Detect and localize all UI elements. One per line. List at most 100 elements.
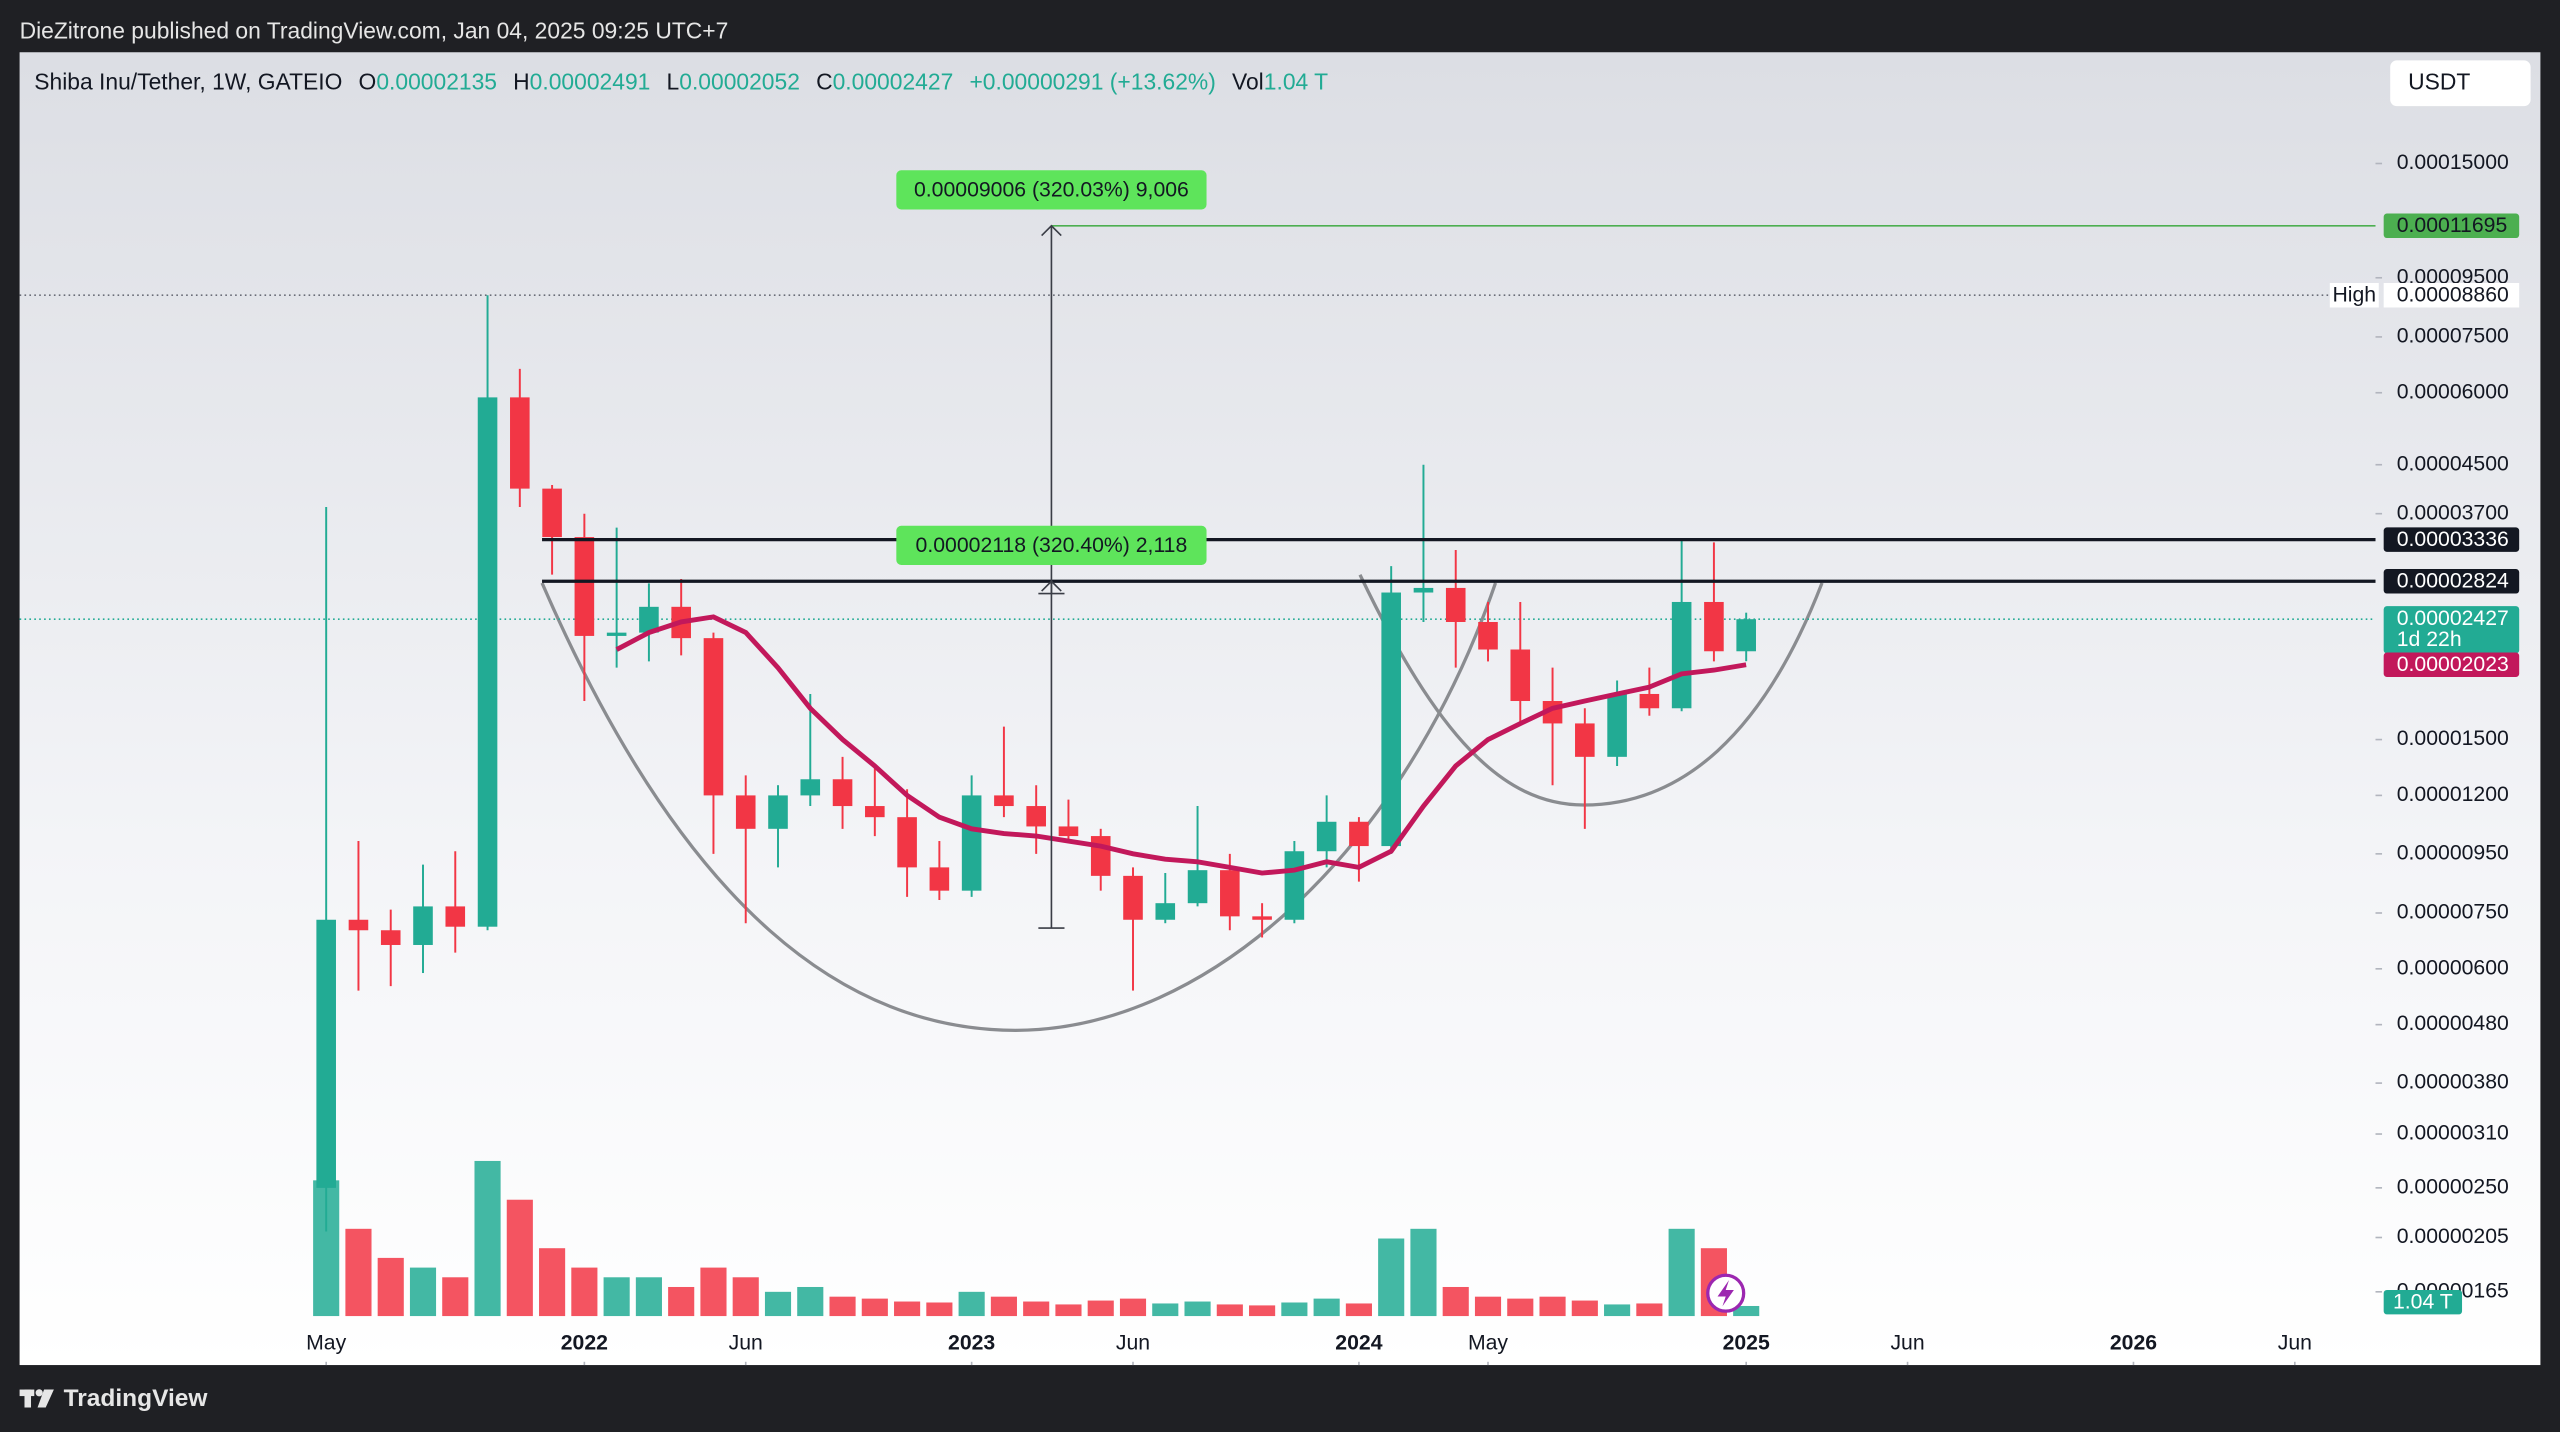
volume-bar [1378, 1238, 1405, 1317]
candle-body [1026, 806, 1046, 827]
y-tick-label: 0.00000310 [2397, 1122, 2509, 1145]
high-value: 0.00008860 [2397, 284, 2509, 307]
legend-label: L [667, 68, 680, 94]
moving-average [615, 614, 1747, 876]
high-name: High [2332, 284, 2376, 307]
volume-bar [829, 1296, 856, 1317]
x-tick-label: Jun [1890, 1331, 1924, 1354]
x-tick-label: 2026 [2110, 1331, 2157, 1354]
x-tick-label: 2025 [1723, 1331, 1770, 1354]
legend-label: H [513, 68, 529, 94]
candle-body [1478, 621, 1498, 650]
volume-bar [1410, 1228, 1437, 1317]
symbol: Shiba Inu/Tether, 1W, GATEIO [34, 68, 342, 94]
candle-body [1187, 870, 1208, 904]
cup-drawing [540, 582, 1498, 1032]
volume-bar [894, 1301, 921, 1317]
y-tick-label: 0.00004500 [2397, 452, 2509, 475]
y-tick-label: 0.00000380 [2397, 1071, 2509, 1094]
volume-bar [1313, 1298, 1340, 1317]
price-badge-label: 0.00011695 [2397, 214, 2508, 237]
currency-label[interactable]: USDT [2408, 68, 2470, 94]
candle-body [510, 397, 530, 489]
x-tick-label: Jun [2278, 1331, 2312, 1354]
volume-bar [1119, 1298, 1147, 1317]
measure-arrow [1038, 580, 1065, 929]
candle-body [606, 632, 627, 636]
candle-body [316, 919, 336, 1188]
volume-bar [1474, 1296, 1502, 1317]
legend-change: +0.00000291 (+13.62%) [969, 68, 1215, 94]
price-badge [2383, 569, 2520, 594]
candle-body [832, 779, 853, 807]
volume-bar [1087, 1300, 1114, 1317]
x-tick-label: 2023 [948, 1331, 995, 1354]
candle-body [1639, 693, 1660, 709]
candle-body [1607, 693, 1627, 757]
candle-body [574, 537, 595, 636]
x-tick-label: 2024 [1335, 1331, 1382, 1354]
volume-bar [1539, 1296, 1566, 1317]
measure-badge [896, 170, 1207, 210]
measure-label: 0.00009006 (320.03%) 9,006 [914, 178, 1189, 201]
candle-body [445, 906, 466, 927]
measure-badge [896, 525, 1207, 565]
candle-body [1058, 826, 1079, 837]
volume-value: 1.04 T [2393, 1291, 2453, 1314]
volume-bar [635, 1277, 662, 1317]
volume-bar [668, 1286, 695, 1317]
price-badge [2383, 527, 2520, 552]
x-tick-label: Jun [1116, 1331, 1150, 1354]
volume-badge [2383, 1289, 2463, 1315]
y-tick-label: 0.00000250 [2397, 1175, 2509, 1198]
y-tick-label: 0.00006000 [2397, 380, 2509, 403]
volume-bar [1281, 1302, 1308, 1317]
y-tick-label: 0.00009500 [2397, 265, 2509, 288]
cup-drawing [1358, 574, 1824, 807]
candle-body [994, 795, 1014, 807]
last-badge [2383, 606, 2520, 654]
volume-bar [1345, 1303, 1372, 1317]
y-tick-label: 0.00007500 [2397, 325, 2509, 348]
candle-body [865, 806, 885, 818]
ma-badge [2383, 652, 2520, 677]
candle-body [1704, 601, 1724, 652]
x-tick-label: 2022 [561, 1331, 608, 1354]
volume-bar [926, 1302, 953, 1317]
volume-bar [700, 1267, 727, 1317]
price-badge-label: 0.00003336 [2397, 528, 2509, 551]
candle-body [961, 795, 982, 891]
measure-label: 0.00002118 (320.40%) 2,118 [916, 534, 1188, 557]
legend: Shiba Inu/Tether, 1W, GATEIO O0.00002135… [34, 68, 1328, 94]
legend-value: 0.00002135 [376, 68, 497, 94]
x-tick-label: May [306, 1331, 346, 1354]
volume-bar [797, 1286, 824, 1317]
x-tick-label: Jun [729, 1331, 763, 1354]
legend-label: O [359, 68, 377, 94]
y-tick-label: 0.00001200 [2397, 783, 2509, 806]
volume-bar [1668, 1228, 1695, 1317]
candle-body [768, 795, 788, 829]
volume-bar [1023, 1301, 1050, 1317]
volume-bar [377, 1257, 404, 1317]
candle-body [1413, 587, 1434, 593]
volume-bar [1733, 1305, 1760, 1317]
y-tick-label: 0.00001500 [2397, 727, 2509, 750]
currency-button[interactable] [2390, 60, 2531, 107]
legend-value: 0.00002052 [679, 68, 800, 94]
candle-body [477, 397, 498, 927]
y-tick-label: 0.00000950 [2397, 841, 2509, 864]
x-tick-label: May [1468, 1331, 1508, 1354]
volume-bar [732, 1277, 759, 1317]
candle-body [1284, 851, 1305, 920]
y-tick-label: 0.00003700 [2397, 501, 2509, 524]
high-value-badge [2383, 282, 2520, 308]
candle-body [1445, 587, 1466, 622]
candle-body [348, 919, 369, 931]
publisher: DieZitrone published on TradingView.com,… [20, 18, 729, 44]
candle-body [735, 795, 756, 829]
candle-body [1575, 723, 1595, 757]
volume-bar [764, 1291, 792, 1317]
volume-bar [345, 1228, 372, 1317]
